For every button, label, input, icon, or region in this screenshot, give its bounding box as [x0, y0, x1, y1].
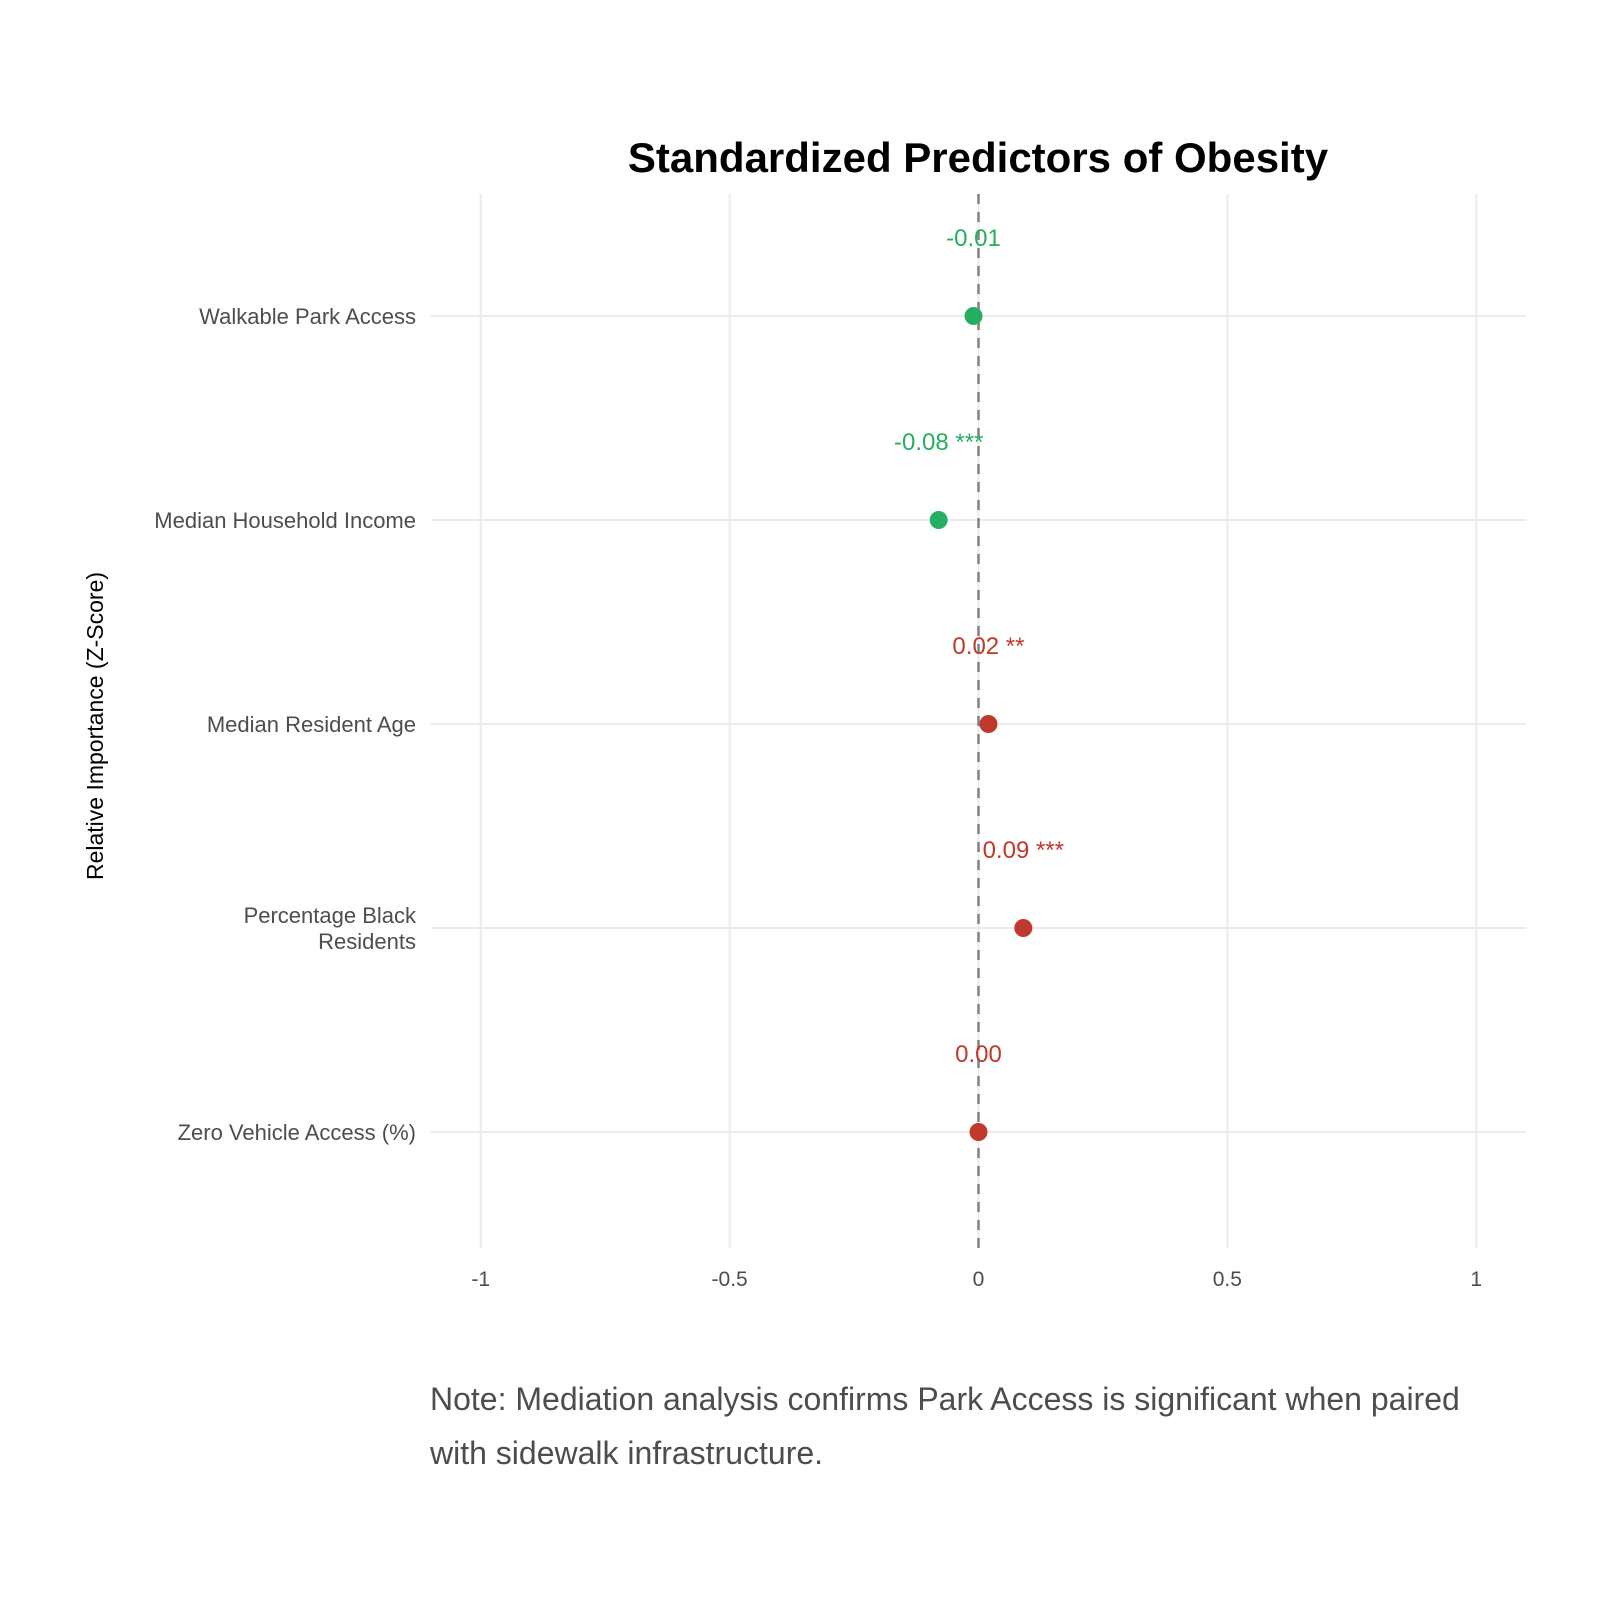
- data-label: 0.02 **: [952, 633, 1024, 660]
- data-label: 0.09 ***: [983, 837, 1064, 864]
- data-point: [979, 715, 998, 733]
- data-point: [929, 511, 948, 529]
- data-points: [929, 307, 1033, 1141]
- x-tick-label: 0: [973, 1268, 985, 1291]
- category-label: Zero Vehicle Access (%): [178, 1120, 416, 1145]
- x-tick-label: -1: [471, 1268, 490, 1291]
- data-label: 0.00: [955, 1041, 1002, 1068]
- data-labels: -0.01 -0.08 *** 0.02 ** 0.09 *** 0.00: [894, 225, 1064, 1068]
- category-label: Walkable Park Access: [199, 304, 416, 329]
- data-label: -0.08 ***: [894, 429, 983, 456]
- category-labels: Walkable Park Access Median Household Inc…: [154, 304, 417, 1145]
- chart-title: Standardized Predictors of Obesity: [628, 134, 1329, 181]
- x-tick-label: -0.5: [712, 1268, 748, 1291]
- x-tick-label: 0.5: [1213, 1268, 1242, 1291]
- x-tick-labels: -1 -0.5 0 0.5 1: [471, 1268, 1482, 1291]
- data-point: [969, 1123, 988, 1141]
- data-label: -0.01: [946, 225, 1001, 252]
- category-label: Median Household Income: [154, 508, 416, 533]
- y-axis-label: Relative Importance (Z-Score): [82, 572, 108, 880]
- category-label: Percentage Black Residents: [244, 903, 417, 954]
- chart-note: Note: Mediation analysis confirms Park A…: [430, 1381, 1460, 1471]
- data-point: [964, 307, 983, 325]
- x-tick-label: 1: [1470, 1268, 1482, 1291]
- data-point: [1014, 919, 1033, 937]
- category-label: Median Resident Age: [207, 712, 416, 737]
